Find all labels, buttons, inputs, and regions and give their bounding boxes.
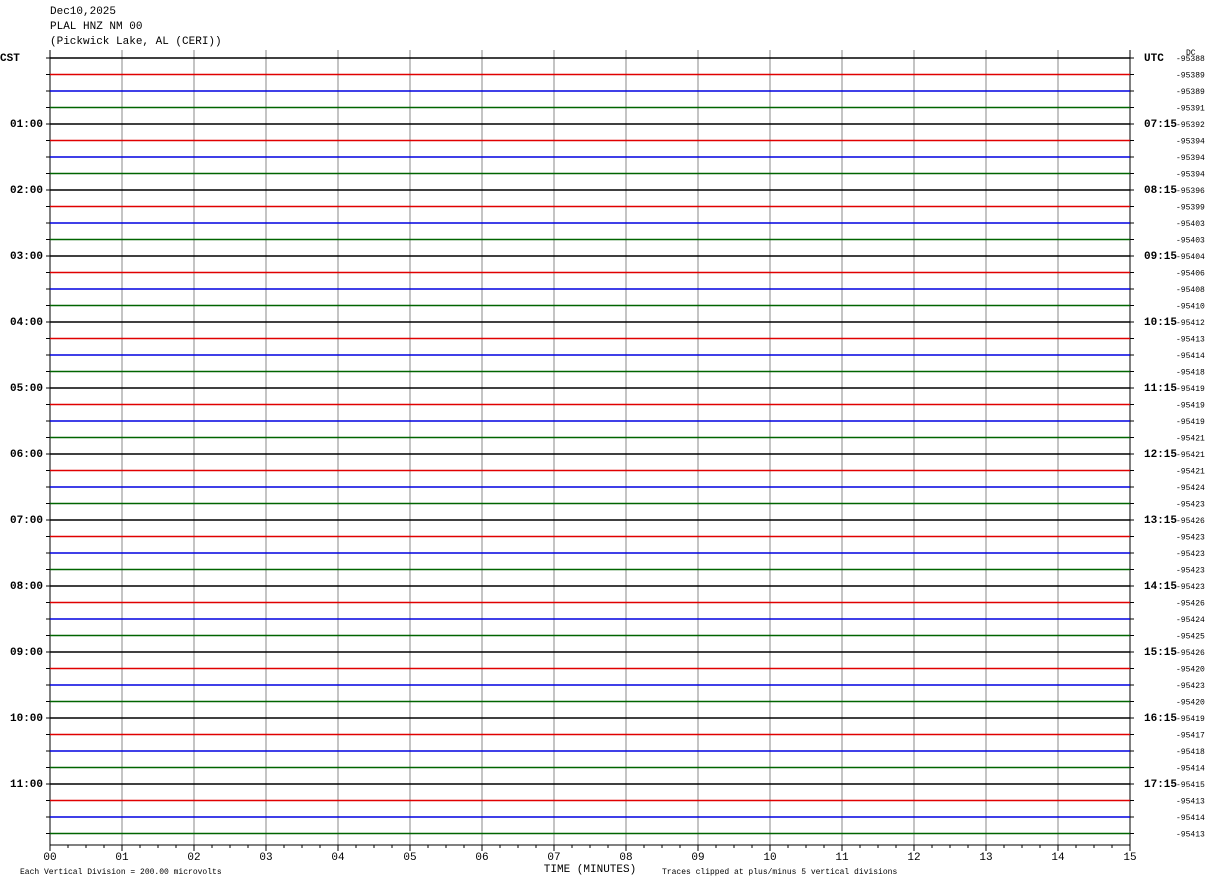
clip-note: Traces clipped at plus/minus 5 vertical … [662,868,897,877]
dc-value: -95424 [1176,484,1205,493]
hour-label-left: 10:00 [10,713,43,725]
dc-value: -95403 [1176,220,1205,229]
x-tick-label: 14 [1051,852,1065,864]
hour-label-left: CST [0,53,20,65]
hour-label-right: 09:15 [1144,251,1177,263]
x-tick-label: 11 [835,852,849,864]
hour-label-right: 11:15 [1144,383,1177,395]
x-tick-label: 03 [259,852,272,864]
hour-label-left: 11:00 [10,779,43,791]
dc-value: -95414 [1176,352,1205,361]
hour-label-right: 07:15 [1144,119,1177,131]
hour-label-left: 07:00 [10,515,43,527]
dc-value: -95426 [1176,600,1205,609]
hour-label-left: 05:00 [10,383,43,395]
hour-label-right: 15:15 [1144,647,1177,659]
hour-label-left: 03:00 [10,251,43,263]
x-tick-label: 09 [691,852,704,864]
dc-value: -95419 [1176,402,1205,411]
dc-value: -95426 [1176,517,1205,526]
dc-value: -95423 [1176,501,1205,510]
dc-value: -95415 [1176,781,1205,790]
scale-note: Each Vertical Division = 200.00 microvol… [20,868,222,877]
dc-value: -95412 [1176,319,1205,328]
dc-value: -95424 [1176,616,1205,625]
dc-value: -95421 [1176,435,1205,444]
hour-label-right: 14:15 [1144,581,1177,593]
x-tick-label: 04 [331,852,345,864]
dc-value: -95423 [1176,682,1205,691]
hour-label-right: 08:15 [1144,185,1177,197]
hour-label-left: 01:00 [10,119,43,131]
dc-value: -95392 [1176,121,1205,130]
dc-value: -95423 [1176,534,1205,543]
hour-label-right: 12:15 [1144,449,1177,461]
location: (Pickwick Lake, AL (CERI)) [50,36,222,48]
dc-value: -95389 [1176,88,1205,97]
station: PLAL HNZ NM 00 [50,21,142,33]
dc-value: -95426 [1176,649,1205,658]
date: Dec10,2025 [50,6,116,18]
x-axis-label: TIME (MINUTES) [544,864,636,876]
dc-value: -95414 [1176,765,1205,774]
dc-value: -95419 [1176,715,1205,724]
dc-value: -95391 [1176,105,1205,114]
dc-value: -95423 [1176,567,1205,576]
hour-label-left: 04:00 [10,317,43,329]
hour-label-left: 08:00 [10,581,43,593]
dc-value: -95417 [1176,732,1205,741]
dc-value: -95421 [1176,468,1205,477]
dc-value: -95413 [1176,831,1205,840]
dc-value: -95414 [1176,814,1205,823]
dc-value: -95420 [1176,666,1205,675]
dc-value: -95394 [1176,171,1205,180]
x-tick-label: 13 [979,852,992,864]
dc-value: -95399 [1176,204,1205,213]
x-tick-label: 15 [1123,852,1136,864]
dc-value: -95421 [1176,451,1205,460]
dc-value: -95406 [1176,270,1205,279]
x-tick-label: 02 [187,852,200,864]
x-tick-label: 00 [43,852,56,864]
dc-value: -95420 [1176,699,1205,708]
dc-value: -95419 [1176,418,1205,427]
x-tick-label: 05 [403,852,416,864]
hour-label-right: 13:15 [1144,515,1177,527]
dc-value: -95404 [1176,253,1205,262]
dc-value: -95394 [1176,138,1205,147]
dc-value: -95389 [1176,72,1205,81]
dc-value: -95394 [1176,154,1205,163]
hour-label-right: 17:15 [1144,779,1177,791]
x-tick-label: 06 [475,852,488,864]
dc-value: -95410 [1176,303,1205,312]
x-tick-label: 08 [619,852,632,864]
x-tick-label: 10 [763,852,776,864]
dc-label: DC [1186,49,1196,58]
dc-value: -95413 [1176,798,1205,807]
hour-label-left: 02:00 [10,185,43,197]
dc-value: -95418 [1176,748,1205,757]
dc-value: -95403 [1176,237,1205,246]
dc-value: -95418 [1176,369,1205,378]
dc-value: -95413 [1176,336,1205,345]
x-tick-label: 07 [547,852,560,864]
dc-value: -95419 [1176,385,1205,394]
dc-value: -95408 [1176,286,1205,295]
hour-label-left: 09:00 [10,647,43,659]
dc-value: -95388 [1176,55,1205,64]
dc-value: -95423 [1176,583,1205,592]
x-tick-label: 01 [115,852,129,864]
hour-label-right: 16:15 [1144,713,1177,725]
dc-value: -95423 [1176,550,1205,559]
hour-label-right: UTC [1144,53,1164,65]
dc-value: -95425 [1176,633,1205,642]
hour-label-left: 06:00 [10,449,43,461]
x-tick-label: 12 [907,852,920,864]
hour-label-right: 10:15 [1144,317,1177,329]
dc-value: -95396 [1176,187,1205,196]
